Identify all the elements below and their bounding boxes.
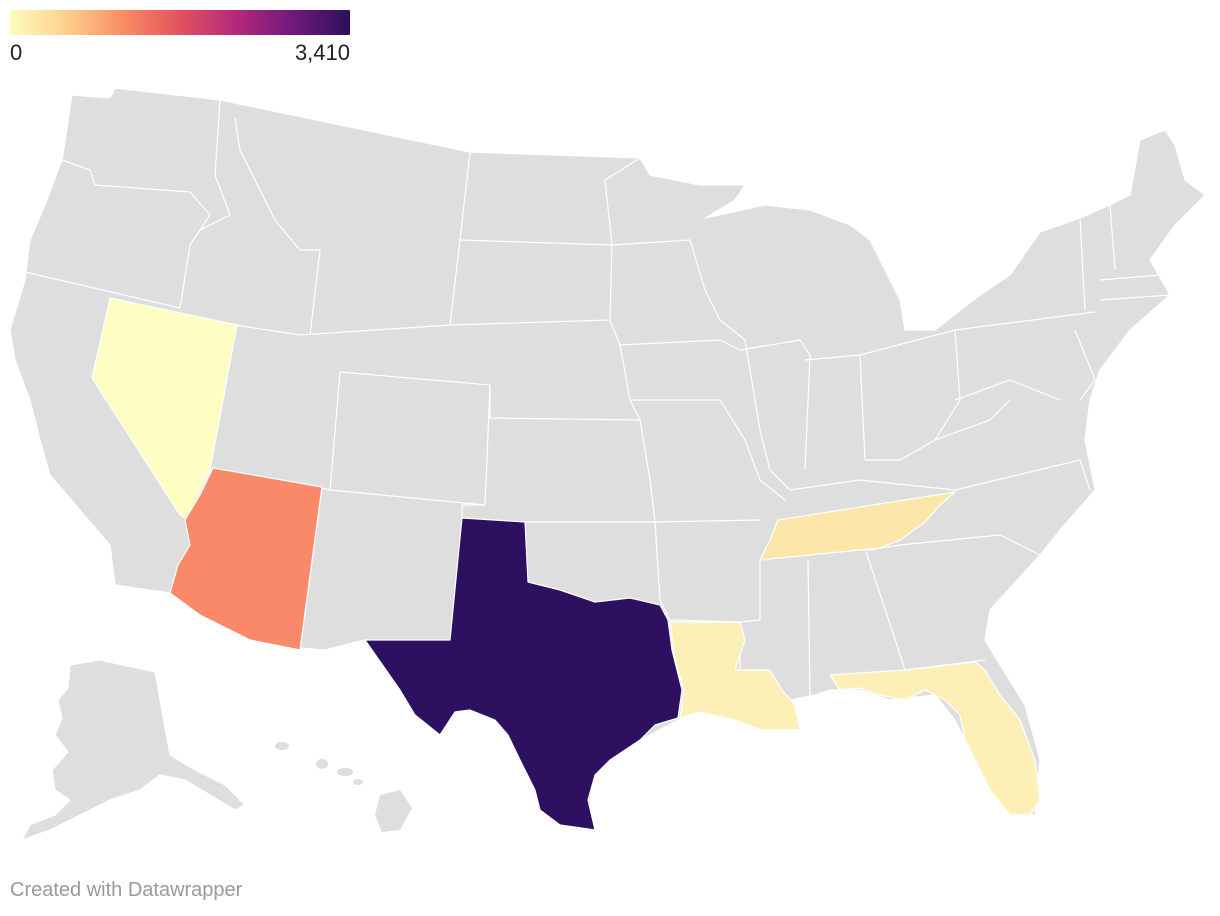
state-arizona[interactable] bbox=[169, 467, 323, 651]
legend-gradient-bar bbox=[10, 10, 350, 35]
credit-text: Created with Datawrapper bbox=[10, 879, 243, 901]
us-choropleth-map bbox=[9, 87, 1206, 841]
state-florida[interactable] bbox=[829, 661, 1041, 816]
state-alaska[interactable] bbox=[21, 659, 246, 841]
state-tennessee[interactable] bbox=[759, 491, 956, 561]
color-legend: 0 3,410 bbox=[10, 10, 350, 65]
legend-min-label: 0 bbox=[10, 40, 23, 65]
state-texas[interactable] bbox=[364, 517, 683, 831]
state-louisiana[interactable] bbox=[669, 621, 801, 731]
state-hawaii[interactable] bbox=[275, 742, 412, 832]
legend-max-label: 3,410 bbox=[294, 40, 350, 65]
